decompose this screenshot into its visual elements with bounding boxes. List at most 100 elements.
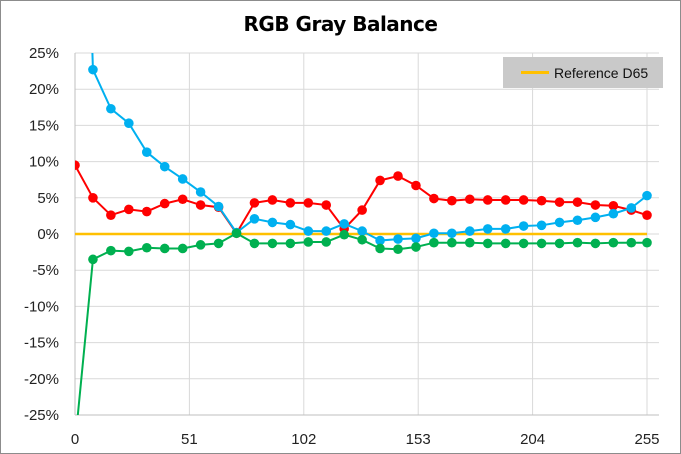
data-point-red (518, 195, 529, 205)
data-point-green (339, 229, 349, 240)
data-point-blue (285, 219, 296, 230)
data-point-green (572, 237, 583, 248)
data-point-red (500, 195, 511, 205)
data-point-red (642, 210, 652, 220)
data-point-green (626, 237, 637, 248)
data-point-green (464, 237, 475, 248)
data-point-blue (159, 161, 170, 172)
x-tick-label: 0 (71, 431, 79, 448)
y-tick-label: 10% (29, 154, 59, 171)
data-point-green (321, 237, 332, 247)
data-point-blue (339, 219, 349, 229)
data-point-red (482, 195, 493, 205)
data-point-green (608, 237, 619, 248)
x-tick-label: 51 (181, 431, 198, 448)
data-point-red (536, 195, 547, 206)
data-point-blue (518, 221, 529, 231)
data-point-green (141, 242, 152, 253)
data-point-blue (267, 217, 278, 228)
data-point-blue (411, 233, 421, 244)
x-tick-label: 255 (634, 431, 659, 448)
data-point-red (124, 204, 134, 215)
data-point-red (554, 197, 565, 207)
data-point-blue (375, 235, 385, 246)
data-point-blue (429, 228, 439, 239)
data-point-green (642, 237, 652, 248)
data-point-red (608, 200, 619, 211)
data-point-red (75, 160, 80, 171)
y-tick-label: 5% (37, 190, 59, 207)
series-line-green (76, 232, 647, 415)
data-point-blue (213, 201, 224, 212)
data-point-red (321, 200, 332, 210)
data-point-blue (303, 226, 314, 236)
data-point-red (195, 200, 206, 210)
data-point-green (267, 238, 278, 249)
data-point-red (357, 205, 367, 215)
data-point-blue (124, 118, 134, 129)
data-point-red (447, 195, 457, 206)
data-point-red (177, 194, 188, 205)
legend: Reference D65 (503, 57, 663, 88)
data-point-blue (536, 220, 547, 231)
data-point-red (159, 198, 170, 209)
x-tick-label: 153 (406, 431, 431, 448)
data-point-green (195, 240, 206, 250)
y-tick-label: -10% (24, 298, 59, 315)
data-point-green (249, 238, 260, 249)
data-point-green (303, 237, 314, 247)
y-tick-label: -20% (24, 371, 59, 388)
data-point-green (213, 238, 224, 249)
data-point-red (249, 198, 260, 208)
y-tick-label: 20% (29, 81, 59, 98)
data-point-green (106, 245, 116, 256)
x-tick-label: 102 (291, 431, 316, 448)
data-point-green (159, 243, 170, 254)
data-point-green (482, 238, 493, 249)
data-point-green (285, 238, 296, 249)
data-point-blue (500, 224, 511, 234)
data-point-blue (88, 64, 98, 75)
data-point-blue (195, 187, 206, 197)
data-point-red (393, 171, 403, 181)
data-point-green (590, 238, 601, 249)
data-point-green (429, 237, 439, 248)
y-tick-label: -25% (24, 407, 59, 424)
data-point-red (303, 198, 314, 208)
data-point-blue (572, 215, 583, 226)
data-point-red (572, 197, 583, 207)
data-point-blue (177, 174, 188, 184)
data-point-blue (141, 147, 152, 157)
x-tick-label: 204 (520, 431, 545, 448)
data-point-green (500, 238, 511, 249)
y-tick-label: 0% (37, 226, 59, 243)
data-point-red (106, 210, 116, 220)
data-point-green (536, 238, 547, 249)
data-point-green (124, 246, 134, 257)
data-point-red (590, 200, 601, 210)
legend-label-reference-d65: Reference D65 (554, 64, 649, 81)
data-point-red (267, 195, 278, 205)
y-tick-label: -15% (24, 335, 59, 352)
data-point-red (375, 175, 385, 186)
data-point-blue (447, 228, 457, 239)
data-point-blue (249, 213, 260, 224)
y-tick-label: 15% (29, 117, 59, 134)
data-point-green (393, 244, 403, 255)
data-point-blue (393, 234, 403, 244)
data-point-red (464, 194, 475, 205)
y-tick-label: 25% (29, 45, 59, 62)
data-point-green (88, 254, 98, 265)
data-point-green (375, 243, 385, 254)
data-point-green (177, 243, 188, 254)
data-point-red (429, 193, 439, 204)
y-tick-label: -5% (32, 262, 59, 279)
data-point-blue (554, 217, 565, 228)
data-point-blue (626, 203, 637, 213)
data-point-blue (464, 226, 475, 236)
data-point-blue (106, 103, 116, 114)
data-point-green (357, 234, 367, 245)
data-point-green (554, 238, 565, 249)
data-point-red (88, 193, 98, 203)
